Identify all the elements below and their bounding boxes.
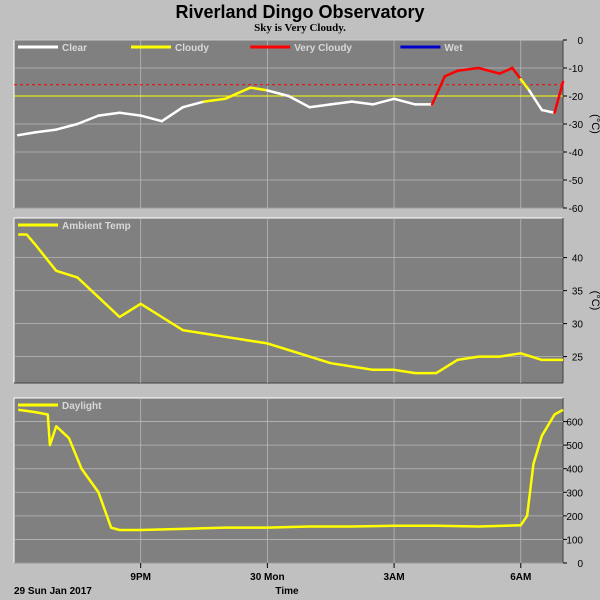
panel-ambient: 40 35 30 25 (°C) Ambient Temp — [13, 217, 600, 384]
series-segment-clear — [16, 131, 37, 137]
legend-label: Clear — [62, 43, 87, 54]
y-tick-label: -10 — [569, 64, 584, 75]
series-segment-clear — [97, 111, 121, 117]
series-segment-clear — [33, 128, 58, 134]
y-tick-label: 600 — [566, 418, 583, 429]
series-segment-very_cloudy — [498, 66, 514, 75]
series-segment-very_cloudy — [456, 66, 480, 73]
series-segment-very_cloudy — [553, 80, 565, 115]
x-start-label: 29 Sun Jan 2017 — [14, 586, 92, 597]
plot-area-ambient — [14, 218, 563, 383]
series-segment-clear — [160, 105, 185, 123]
panel-daylight: 600 500 400 300 200 100 0 Daylight — [13, 397, 583, 570]
series-segment-clear — [118, 111, 142, 117]
legend-label: Ambient Temp — [62, 221, 131, 232]
series-line-daylight — [18, 408, 564, 532]
series-segment-clear — [350, 100, 375, 106]
y-tick-label: 30 — [572, 320, 584, 331]
x-tick-label: 30 Mon — [250, 572, 284, 583]
y-tick-label: 500 — [566, 441, 583, 452]
y-tick-label: 400 — [566, 465, 583, 476]
legend-label: Very Cloudy — [294, 43, 352, 54]
series-segment-clear — [181, 100, 206, 109]
panels: 0 -10 -20 -30 -40 -50 -60 (°C) Clear Cloudy Very C… — [13, 36, 600, 570]
y-unit-label: (°C) — [589, 291, 600, 311]
y-unit-label: (°C) — [589, 114, 600, 134]
series-segment-clear — [527, 89, 544, 112]
series-segment-clear — [266, 89, 290, 98]
y-tick-label: 200 — [566, 512, 583, 523]
legend-label: Daylight — [62, 401, 102, 412]
y-tick-label: 35 — [572, 287, 584, 298]
series-segment-cloudy — [249, 86, 269, 92]
series-segment-clear — [76, 114, 100, 126]
x-axis: 29 Sun Jan 2017 Time 9PM 30 Mon 3AM 6AM — [14, 563, 531, 597]
series-segment-clear — [139, 114, 164, 123]
series-line-ambient — [18, 233, 563, 375]
x-axis-label: Time — [275, 586, 299, 597]
y-tick-label: -20 — [569, 92, 584, 103]
x-tick-label: 3AM — [384, 572, 405, 583]
y-tick-label: 300 — [566, 488, 583, 499]
x-tick-label: 9PM — [130, 572, 151, 583]
series-segment-cloudy — [236, 86, 252, 95]
series-segment-clear — [540, 108, 556, 115]
plot-area-daylight — [14, 398, 563, 563]
y-tick-label: -60 — [569, 204, 584, 215]
series-segment-clear — [287, 94, 311, 109]
y-tick-label: 100 — [566, 535, 583, 546]
series-segment-clear — [54, 122, 79, 131]
series-segment-very_cloudy — [430, 75, 447, 106]
series-segment-very_cloudy — [443, 69, 459, 78]
legend-label: Wet — [444, 43, 463, 54]
y-tick-label: 0 — [577, 559, 583, 570]
x-tick-label: 6AM — [510, 572, 531, 583]
series-segment-clear — [308, 103, 332, 109]
series-segment-cloudy — [202, 97, 227, 103]
chart-title: Riverland Dingo Observatory — [175, 2, 424, 22]
chart-subtitle: Sky is Very Cloudy. — [254, 22, 346, 34]
y-tick-label: -30 — [569, 120, 584, 131]
series-segment-cloudy — [519, 77, 531, 92]
legend-label: Cloudy — [175, 43, 209, 54]
y-tick-label: -40 — [569, 148, 584, 159]
y-tick-label: 40 — [572, 254, 584, 265]
panel-sky: 0 -10 -20 -30 -40 -50 -60 (°C) Clear Cloudy Very C… — [13, 36, 600, 215]
series-segment-very_cloudy — [511, 66, 523, 81]
series-segment-very_cloudy — [477, 66, 501, 75]
y-tick-label: -50 — [569, 176, 584, 187]
series-segment-cloudy — [223, 91, 240, 101]
series-segment-clear — [392, 97, 417, 106]
y-tick-label: 0 — [577, 36, 583, 47]
series-segment-clear — [371, 97, 396, 106]
series-segment-clear — [329, 100, 354, 106]
y-tick-label: 25 — [572, 353, 584, 364]
